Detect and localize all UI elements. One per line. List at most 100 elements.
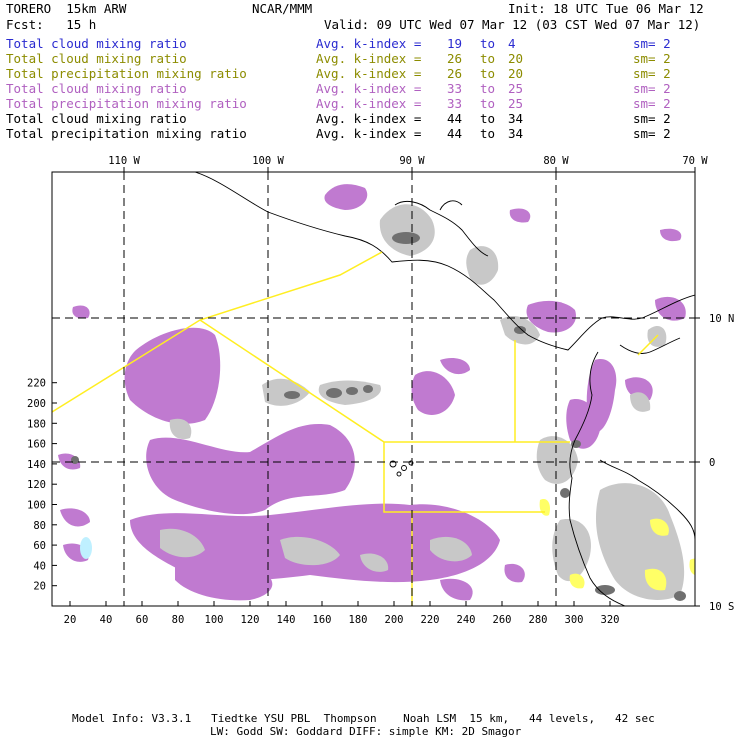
physics-info-line: LW: Godd SW: Goddard DIFF: simple KM: 2D… (210, 725, 522, 738)
legend-row: Total precipitation mixing ratio Avg. k-i… (6, 126, 736, 141)
cloud-core-dark (71, 232, 686, 601)
legend-row: Total cloud mixing ratio Avg. k-index = 19… (6, 36, 736, 51)
legend-row: Total precipitation mixing ratio Avg. k-i… (6, 66, 736, 81)
legend-smoothing: sm= 2 (633, 111, 671, 126)
legend-field-name: Total cloud mixing ratio (6, 51, 187, 66)
bottom-tick-label: 320 (601, 614, 620, 626)
legend-index-label: Avg. k-index = (316, 51, 422, 66)
longitude-label: 100 W (252, 155, 284, 167)
legend-to: to (480, 66, 496, 81)
latitude-label: 10 S (709, 601, 734, 613)
left-tick-label: 40 (33, 560, 46, 572)
legend-to: to (480, 36, 496, 51)
legend-smoothing: sm= 2 (633, 126, 671, 141)
legend-to: to (480, 111, 496, 126)
legend-k-from: 44 (447, 111, 463, 126)
legend-to: to (480, 51, 496, 66)
left-tick-label: 180 (27, 418, 46, 430)
legend-row: Total cloud mixing ratio Avg. k-index = 33… (6, 81, 736, 96)
axis-tick-labels: 220 200 180 160 140 120 100 80 60 40 20 20 40 60 80 100… (27, 155, 734, 626)
legend-smoothing: sm= 2 (633, 36, 671, 51)
left-tick-label: 100 (27, 500, 46, 512)
bottom-tick-label: 100 (205, 614, 224, 626)
legend-k-to: 20 (508, 51, 524, 66)
bottom-tick-label: 200 (385, 614, 404, 626)
left-tick-label: 20 (33, 581, 46, 593)
legend-smoothing: sm= 2 (633, 81, 671, 96)
bottom-tick-label: 240 (457, 614, 476, 626)
legend-k-from: 33 (447, 96, 463, 111)
lat-lon-grid (52, 172, 695, 606)
legend-smoothing: sm= 2 (633, 66, 671, 81)
bottom-tick-label: 300 (565, 614, 584, 626)
legend-index-label: Avg. k-index = (316, 126, 422, 141)
legend-k-from: 26 (447, 66, 463, 81)
legend-k-from: 26 (447, 51, 463, 66)
organization: NCAR/MMM (252, 1, 313, 16)
legend-index-label: Avg. k-index = (316, 66, 422, 81)
bottom-tick-label: 80 (172, 614, 185, 626)
legend-row: Total cloud mixing ratio Avg. k-index = 26… (6, 51, 736, 66)
legend-index-label: Avg. k-index = (316, 81, 422, 96)
plot-frame (51, 171, 696, 607)
left-tick-label: 220 (27, 378, 46, 390)
galapagos-islands (389, 460, 414, 477)
legend-k-to: 34 (508, 126, 524, 141)
bottom-tick-label: 40 (100, 614, 113, 626)
bottom-tick-label: 180 (349, 614, 368, 626)
latitude-label: 10 N (709, 313, 734, 325)
bottom-tick-label: 140 (277, 614, 296, 626)
legend-smoothing: sm= 2 (633, 51, 671, 66)
legend-index-label: Avg. k-index = (316, 96, 422, 111)
forecast-hour: Fcst: 15 h (6, 17, 97, 32)
longitude-label: 70 W (682, 155, 708, 167)
latitude-label: 0 (709, 457, 715, 469)
bottom-tick-label: 120 (241, 614, 260, 626)
coastline (194, 172, 695, 606)
bottom-tick-label: 260 (493, 614, 512, 626)
legend-field-name: Total cloud mixing ratio (6, 81, 187, 96)
legend-k-from: 33 (447, 81, 463, 96)
legend-k-from: 44 (447, 126, 463, 141)
legend-k-to: 20 (508, 66, 524, 81)
legend-k-from: 19 (447, 36, 463, 51)
legend-to: to (480, 81, 496, 96)
legend-row: Total precipitation mixing ratio Avg. k-i… (6, 96, 736, 111)
bottom-tick-label: 160 (313, 614, 332, 626)
legend-k-to: 34 (508, 111, 524, 126)
flight-track (52, 251, 659, 606)
legend-field-name: Total cloud mixing ratio (6, 111, 187, 126)
legend-field-name: Total cloud mixing ratio (6, 36, 187, 51)
legend-field-name: Total precipitation mixing ratio (6, 126, 247, 141)
bottom-tick-label: 60 (136, 614, 149, 626)
left-tick-label: 140 (27, 459, 46, 471)
legend-to: to (480, 126, 496, 141)
cloud-field-cyan (80, 537, 92, 559)
left-tick-label: 60 (33, 540, 46, 552)
legend-to: to (480, 96, 496, 111)
model-name: TORERO 15km ARW (6, 1, 127, 16)
legend-smoothing: sm= 2 (633, 96, 671, 111)
cloud-field-purple (58, 184, 686, 601)
legend-k-to: 25 (508, 81, 524, 96)
bottom-tick-label: 20 (64, 614, 77, 626)
init-time: Init: 18 UTC Tue 06 Mar 12 (508, 1, 704, 16)
legend-field-name: Total precipitation mixing ratio (6, 66, 247, 81)
left-tick-label: 80 (33, 520, 46, 532)
axis-ticks (52, 167, 700, 607)
bottom-tick-label: 280 (529, 614, 548, 626)
bottom-tick-label: 220 (421, 614, 440, 626)
legend-field-name: Total precipitation mixing ratio (6, 96, 247, 111)
legend-index-label: Avg. k-index = (316, 111, 422, 126)
left-tick-label: 120 (27, 479, 46, 491)
longitude-label: 110 W (108, 155, 140, 167)
legend-row: Total cloud mixing ratio Avg. k-index = 44… (6, 111, 736, 126)
legend-index-label: Avg. k-index = (316, 36, 422, 51)
legend-k-to: 25 (508, 96, 524, 111)
longitude-label: 80 W (543, 155, 569, 167)
valid-time: Valid: 09 UTC Wed 07 Mar 12 (03 CST Wed … (324, 17, 701, 32)
legend-k-to: 4 (508, 36, 516, 51)
left-tick-label: 160 (27, 439, 46, 451)
left-tick-label: 200 (27, 398, 46, 410)
